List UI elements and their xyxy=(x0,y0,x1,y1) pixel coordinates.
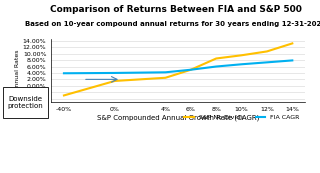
FIA CAGR xyxy=(113,72,116,74)
FIA CAGR xyxy=(265,61,269,63)
S&P No Divids xyxy=(189,69,193,71)
Text: Downside
protection: Downside protection xyxy=(8,95,44,109)
FIA CAGR xyxy=(240,63,244,65)
S&P No Divids xyxy=(290,42,294,44)
X-axis label: S&P Compounded Annual Growth Rate (CAGR): S&P Compounded Annual Growth Rate (CAGR) xyxy=(97,115,259,121)
Legend: S&P No Divids, FIA CAGR: S&P No Divids, FIA CAGR xyxy=(182,112,302,122)
S&P No Divids xyxy=(214,57,218,60)
S&P No Divids xyxy=(265,50,269,52)
FIA CAGR xyxy=(189,69,193,71)
FIA CAGR xyxy=(214,66,218,68)
S&P No Divids xyxy=(62,94,66,97)
Text: Comparison of Returns Between FIA and S&P 500: Comparison of Returns Between FIA and S&… xyxy=(50,5,302,14)
S&P No Divids xyxy=(113,80,116,82)
FIA CAGR xyxy=(62,72,66,74)
FIA CAGR xyxy=(290,59,294,61)
Y-axis label: Annual Rates: Annual Rates xyxy=(15,50,20,91)
FIA CAGR xyxy=(164,71,167,73)
Line: FIA CAGR: FIA CAGR xyxy=(64,60,292,73)
S&P No Divids xyxy=(240,54,244,56)
S&P No Divids xyxy=(164,77,167,79)
Text: Based on 10-year compound annual returns for 30 years ending 12-31-2023: Based on 10-year compound annual returns… xyxy=(25,21,320,27)
Line: S&P No Divids: S&P No Divids xyxy=(64,43,292,95)
